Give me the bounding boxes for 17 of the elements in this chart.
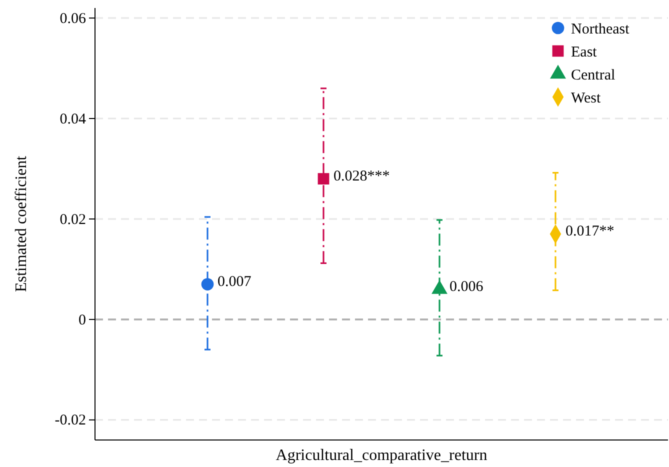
legend-label: East (571, 44, 598, 60)
y-tick-label: 0.02 (60, 212, 86, 228)
data-label: 0.028*** (334, 168, 390, 184)
data-label: 0.017** (565, 224, 614, 240)
legend-label: West (571, 90, 602, 106)
y-tick-label: 0.04 (60, 111, 86, 128)
y-axis-title: Estimated coefficient (13, 155, 30, 292)
point (318, 173, 330, 184)
point (201, 278, 214, 290)
data-label: 0.006 (449, 278, 484, 295)
y-tick-label: -0.02 (54, 412, 86, 429)
y-tick-label: 0.06 (60, 10, 86, 27)
legend-label: Central (571, 67, 616, 84)
y-tick-label: 0 (78, 312, 86, 328)
legend-label: Northeast (571, 21, 630, 38)
x-axis-title: Agricultural_comparative_return (276, 447, 488, 464)
data-label: 0.007 (218, 274, 252, 290)
